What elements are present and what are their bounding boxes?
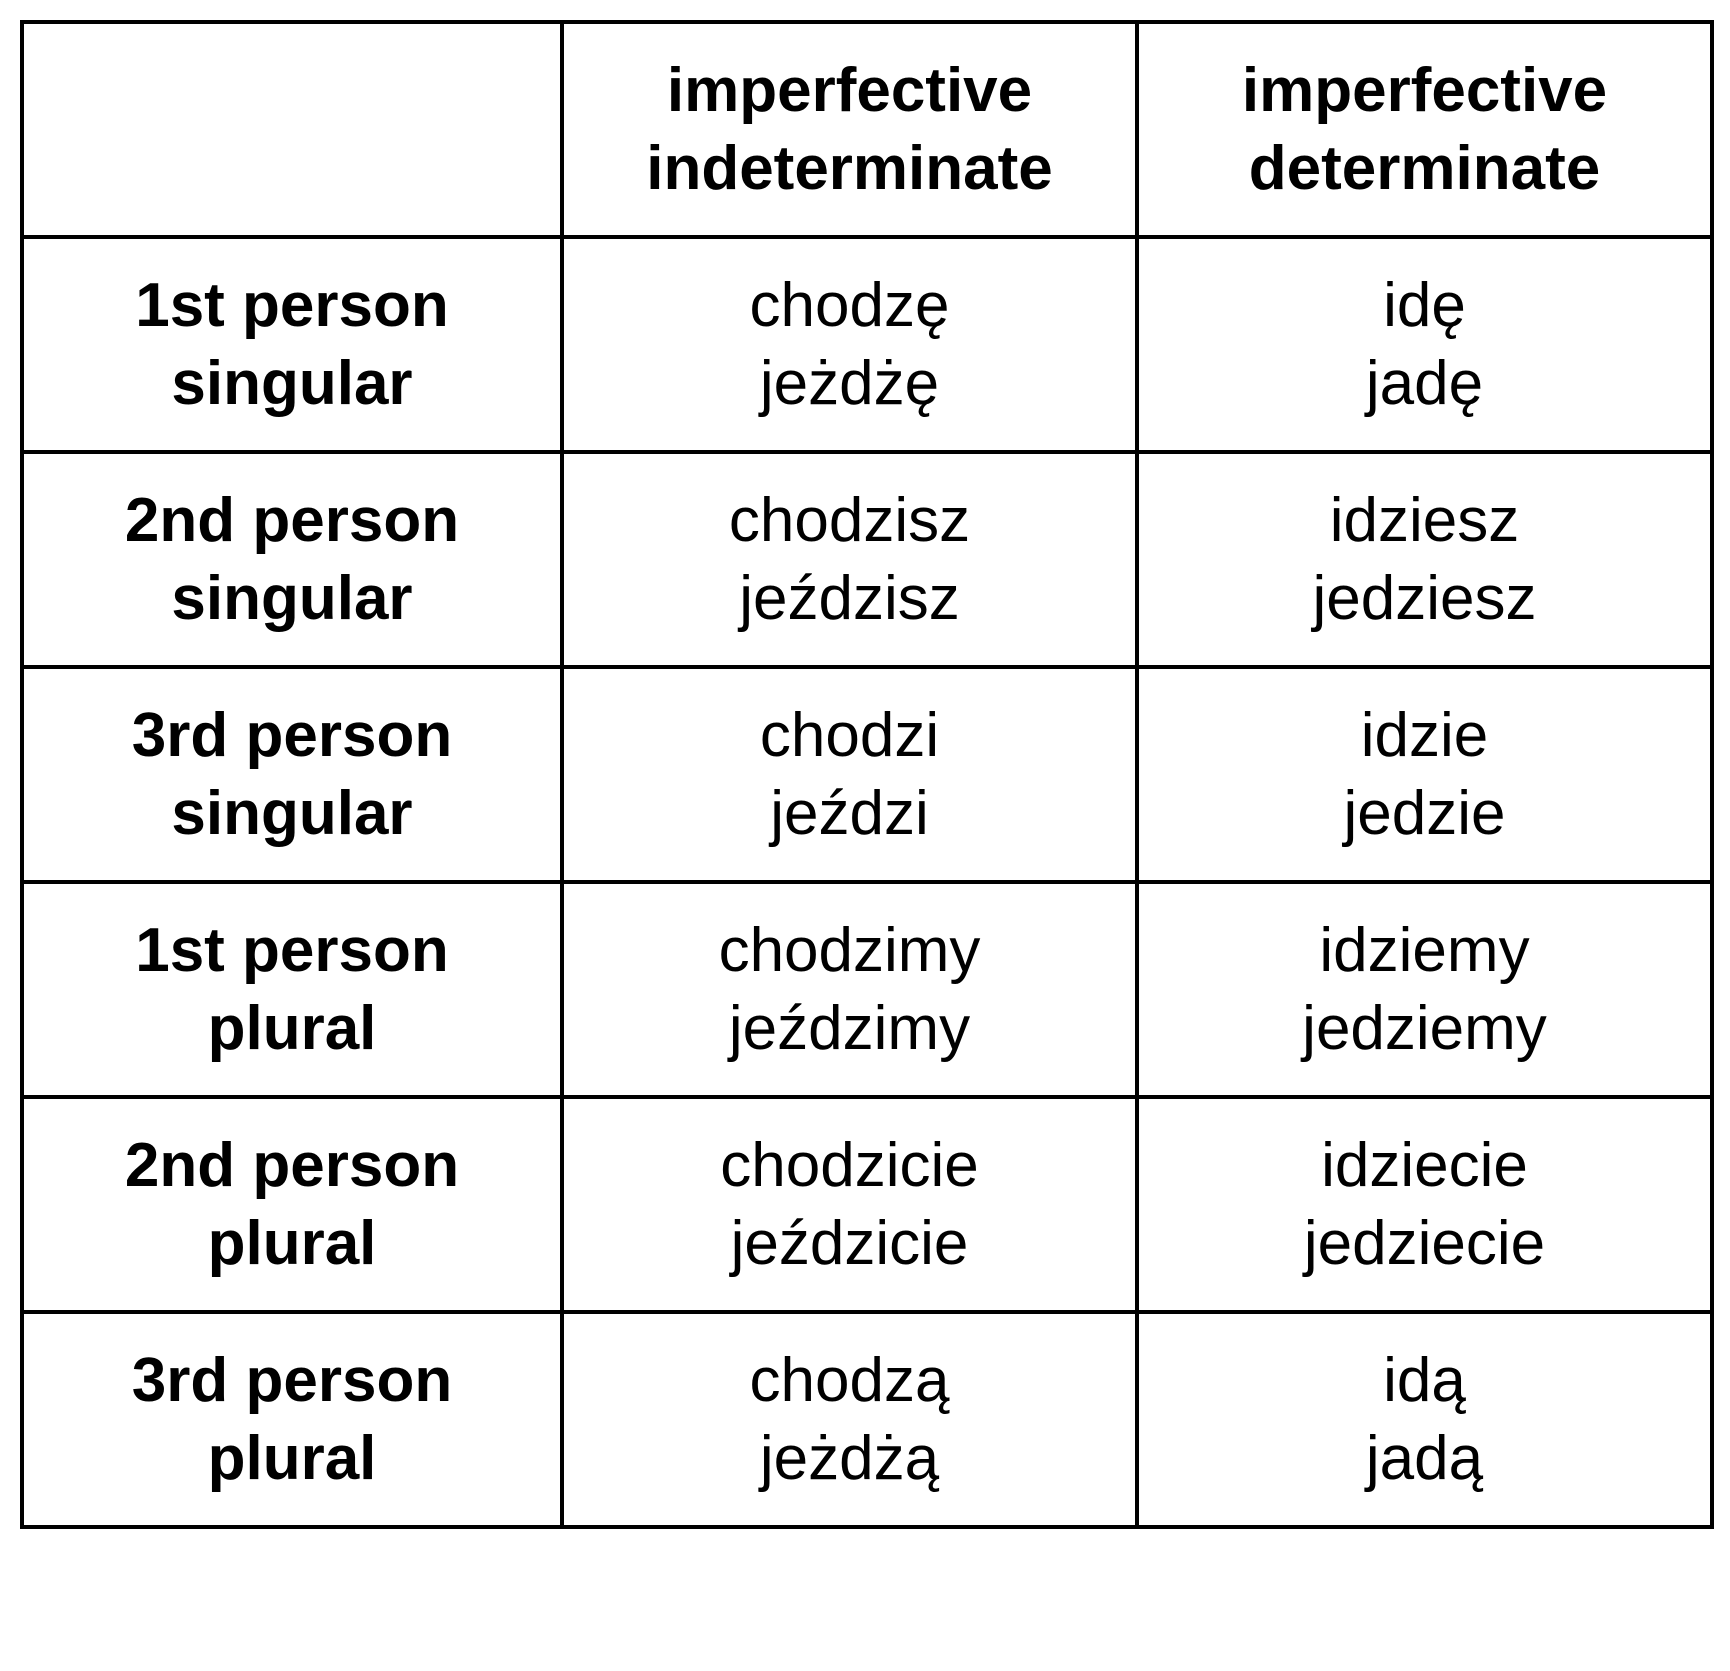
table-row: 2nd person singular chodzisz jeździsz id…	[22, 452, 1712, 667]
table-row: 3rd person plural chodzą jeżdżą idą jadą	[22, 1312, 1712, 1527]
cell-text: jeżdżę	[574, 345, 1125, 423]
cell-text: idą	[1149, 1342, 1700, 1420]
row-head-text: plural	[34, 1205, 550, 1283]
cell-text: jedzie	[1149, 775, 1700, 853]
cell-det: idzie jedzie	[1137, 667, 1712, 882]
cell-text: idzie	[1149, 697, 1700, 775]
cell-indet: chodzą jeżdżą	[562, 1312, 1137, 1527]
cell-text: jadę	[1149, 345, 1700, 423]
row-head-text: 3rd person	[34, 697, 550, 775]
cell-text: idziesz	[1149, 482, 1700, 560]
row-head-text: singular	[34, 560, 550, 638]
cell-det: idziemy jedziemy	[1137, 882, 1712, 1097]
cell-text: jeździmy	[574, 990, 1125, 1068]
cell-text: jeździ	[574, 775, 1125, 853]
header-text: indeterminate	[574, 130, 1125, 208]
header-text: determinate	[1149, 130, 1700, 208]
row-head-3pl: 3rd person plural	[22, 1312, 562, 1527]
cell-text: chodzimy	[574, 912, 1125, 990]
row-head-3sg: 3rd person singular	[22, 667, 562, 882]
row-head-text: plural	[34, 1420, 550, 1498]
header-blank	[22, 22, 562, 237]
row-head-text: 2nd person	[34, 482, 550, 560]
table-header-row: imperfective indeterminate imperfective …	[22, 22, 1712, 237]
conjugation-table: imperfective indeterminate imperfective …	[20, 20, 1714, 1529]
cell-text: chodzą	[574, 1342, 1125, 1420]
row-head-text: singular	[34, 345, 550, 423]
cell-text: idziecie	[1149, 1127, 1700, 1205]
row-head-text: 1st person	[34, 912, 550, 990]
row-head-1pl: 1st person plural	[22, 882, 562, 1097]
cell-text: chodzicie	[574, 1127, 1125, 1205]
cell-det: idziecie jedziecie	[1137, 1097, 1712, 1312]
cell-det: idziesz jedziesz	[1137, 452, 1712, 667]
row-head-text: 1st person	[34, 267, 550, 345]
table-row: 1st person singular chodzę jeżdżę idę ja…	[22, 237, 1712, 452]
cell-text: chodzę	[574, 267, 1125, 345]
header-text: imperfective	[1149, 52, 1700, 130]
cell-text: idę	[1149, 267, 1700, 345]
cell-indet: chodzisz jeździsz	[562, 452, 1137, 667]
cell-text: jeździcie	[574, 1205, 1125, 1283]
cell-text: jadą	[1149, 1420, 1700, 1498]
table-row: 3rd person singular chodzi jeździ idzie …	[22, 667, 1712, 882]
cell-text: jeździsz	[574, 560, 1125, 638]
row-head-text: 2nd person	[34, 1127, 550, 1205]
cell-text: jedziecie	[1149, 1205, 1700, 1283]
cell-text: jedziesz	[1149, 560, 1700, 638]
cell-indet: chodzicie jeździcie	[562, 1097, 1137, 1312]
cell-text: jedziemy	[1149, 990, 1700, 1068]
header-text: imperfective	[574, 52, 1125, 130]
cell-text: jeżdżą	[574, 1420, 1125, 1498]
cell-text: chodzisz	[574, 482, 1125, 560]
table-row: 2nd person plural chodzicie jeździcie id…	[22, 1097, 1712, 1312]
header-indeterminate: imperfective indeterminate	[562, 22, 1137, 237]
row-head-text: singular	[34, 775, 550, 853]
cell-text: idziemy	[1149, 912, 1700, 990]
cell-indet: chodzi jeździ	[562, 667, 1137, 882]
table-row: 1st person plural chodzimy jeździmy idzi…	[22, 882, 1712, 1097]
row-head-text: 3rd person	[34, 1342, 550, 1420]
cell-det: idę jadę	[1137, 237, 1712, 452]
row-head-text: plural	[34, 990, 550, 1068]
row-head-1sg: 1st person singular	[22, 237, 562, 452]
cell-indet: chodzę jeżdżę	[562, 237, 1137, 452]
cell-det: idą jadą	[1137, 1312, 1712, 1527]
cell-indet: chodzimy jeździmy	[562, 882, 1137, 1097]
row-head-2sg: 2nd person singular	[22, 452, 562, 667]
row-head-2pl: 2nd person plural	[22, 1097, 562, 1312]
header-determinate: imperfective determinate	[1137, 22, 1712, 237]
cell-text: chodzi	[574, 697, 1125, 775]
